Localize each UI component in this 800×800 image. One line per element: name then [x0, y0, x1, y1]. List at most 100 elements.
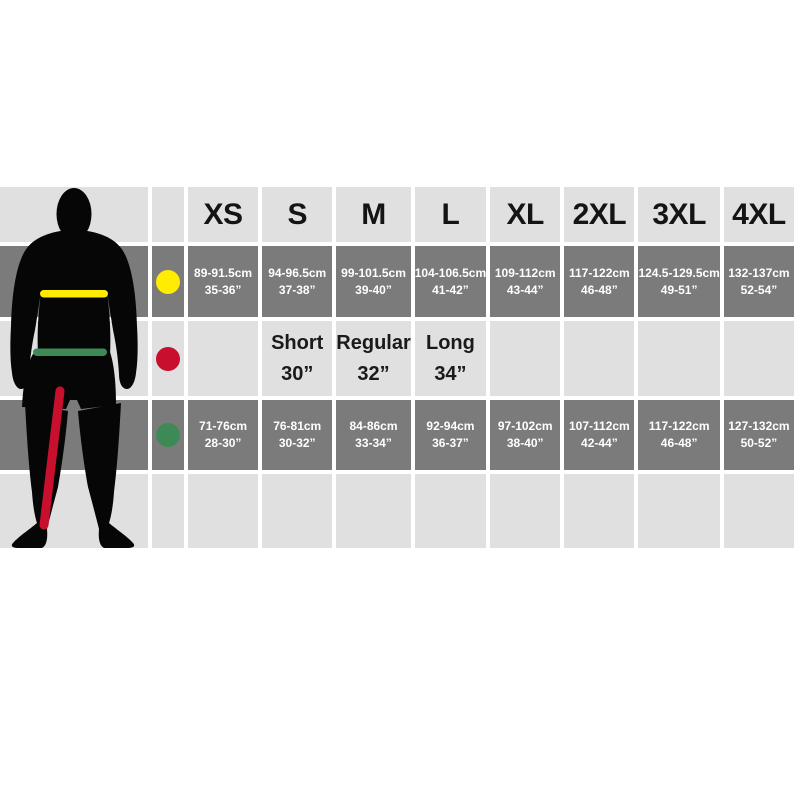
chest-value-line2: 39-40” — [355, 282, 392, 297]
waist-value-line2: 30-32” — [278, 436, 316, 450]
chest-value-line2: 35-36” — [204, 282, 242, 297]
column-header-label: L — [441, 197, 460, 231]
inside-leg-value-line1: Short — [271, 331, 324, 354]
column-header-label: 3XL — [652, 197, 706, 231]
yellow-dot — [156, 269, 180, 294]
empty-footer-cell-3xl — [638, 474, 720, 548]
waist-value-line2: 36-37” — [432, 436, 469, 450]
inside-leg-cell-3xl — [638, 321, 720, 396]
waist-cell-m: 84-86cm 33-34” — [336, 400, 411, 470]
chest-value-line1: 99-101.5cm — [341, 265, 406, 280]
column-header-s: S — [262, 187, 333, 242]
chest-value-line1: 104-106.5cm — [414, 265, 487, 280]
marker-column-cell-row3 — [152, 400, 184, 470]
waist-value-line1: 97-102cm — [497, 419, 553, 434]
empty-footer-cell-4xl — [723, 474, 794, 548]
waist-cell-xl: 97-102cm 38-40” — [490, 400, 561, 470]
chest-cell-xs: 89-91.5cm 35-36” — [188, 246, 259, 317]
column-header-label: XL — [506, 197, 545, 231]
chest-value-line2: 46-48” — [581, 282, 618, 297]
waist-cell-s: 76-81cm 30-32” — [262, 400, 333, 470]
waist-value-line2: 50-52” — [740, 436, 778, 450]
inside-leg-cell-m: Regular 32” — [336, 321, 411, 396]
chest-value-line1: 132-137cm — [728, 265, 790, 280]
male-figure-silhouette — [10, 188, 138, 548]
column-header-label: M — [361, 197, 386, 231]
marker-column-cell-row0 — [152, 187, 184, 242]
waist-value-line1: 107-112cm — [569, 419, 630, 434]
chest-cell-m: 99-101.5cm 39-40” — [336, 246, 411, 317]
empty-footer-cell-m — [336, 474, 411, 548]
empty-footer-cell-s — [262, 474, 333, 548]
waist-value-line1: 92-94cm — [426, 419, 475, 434]
chest-measure-line — [40, 290, 108, 298]
inside-leg-value-line2: 32” — [357, 362, 390, 385]
chest-value-line2: 43-44” — [506, 282, 544, 297]
figure-shorts — [22, 352, 116, 409]
chest-value-line1: 124.5-129.5cm — [638, 265, 720, 280]
marker-column-cell-row2 — [152, 321, 184, 396]
column-header-4xl: 4XL — [723, 187, 794, 242]
inside-leg-value-line2: 34” — [434, 362, 467, 385]
waist-value-line2: 42-44” — [581, 436, 618, 450]
chest-cell-xl: 109-112cm 43-44” — [490, 246, 561, 317]
waist-value-line2: 33-34” — [355, 436, 392, 450]
inside-leg-cell-s: Short 30” — [262, 321, 333, 396]
waist-value-line2: 46-48” — [660, 436, 698, 450]
column-header-label: 2XL — [572, 197, 627, 231]
column-header-xl: XL — [490, 187, 561, 242]
waist-value-line1: 117-122cm — [648, 419, 710, 434]
inside-leg-value-line1: Long — [426, 331, 475, 354]
chest-value-line1: 109-112cm — [494, 265, 556, 280]
column-header-label: XS — [203, 197, 244, 231]
chest-value-line2: 49-51” — [660, 282, 698, 297]
column-header-3xl: 3XL — [638, 187, 720, 242]
chest-cell-l: 104-106.5cm 41-42” — [414, 246, 487, 317]
inside-leg-value-line2: 30” — [281, 362, 314, 385]
figure-column-cell-row3 — [0, 400, 148, 470]
figure-right-leg — [78, 403, 135, 548]
column-header-label: S — [287, 197, 307, 231]
waist-value-line1: 84-86cm — [349, 419, 398, 434]
inside-leg-cell-xl — [490, 321, 561, 396]
inside-leg-cell-l: Long 34” — [414, 321, 487, 396]
waist-cell-2xl: 107-112cm 42-44” — [564, 400, 635, 470]
chest-cell-4xl: 132-137cm 52-54” — [723, 246, 794, 317]
chest-value-line1: 94-96.5cm — [268, 265, 327, 280]
waist-cell-l: 92-94cm 36-37” — [414, 400, 487, 470]
green-dot — [156, 423, 180, 447]
waist-value-line1: 76-81cm — [273, 419, 322, 434]
empty-footer-cell-xl — [490, 474, 561, 548]
column-header-label: 4XL — [732, 197, 786, 231]
column-header-l: L — [414, 187, 487, 242]
silhouette-body — [10, 188, 138, 548]
waist-value-line2: 38-40” — [506, 436, 544, 450]
column-header-m: M — [336, 187, 411, 242]
chest-cell-3xl: 124.5-129.5cm 49-51” — [638, 246, 720, 317]
chest-value-line2: 52-54” — [740, 282, 778, 297]
waist-value-line1: 127-132cm — [728, 419, 790, 434]
inside-leg-cell-4xl — [723, 321, 794, 396]
column-header-2xl: 2XL — [564, 187, 635, 242]
empty-footer-cell-xs — [188, 474, 259, 548]
marker-column-cell-row4 — [152, 474, 184, 548]
inside-leg-cell-2xl — [564, 321, 635, 396]
chest-cell-s: 94-96.5cm 37-38” — [262, 246, 333, 317]
chest-cell-2xl: 117-122cm 46-48” — [564, 246, 635, 317]
inside-leg-value-line1: Regular — [336, 331, 411, 354]
chest-value-line2: 41-42” — [432, 282, 469, 297]
waist-measure-line — [33, 348, 107, 356]
waist-value-line1: 71-76cm — [199, 419, 248, 434]
inside-leg-cell-xs — [188, 321, 259, 396]
waist-cell-xs: 71-76cm 28-30” — [188, 400, 259, 470]
empty-footer-cell-l — [414, 474, 487, 548]
column-header-xs: XS — [188, 187, 259, 242]
marker-column-cell-row1 — [152, 246, 184, 317]
waist-value-line2: 28-30” — [204, 436, 242, 450]
red-dot — [156, 346, 180, 371]
chest-value-line1: 117-122cm — [569, 265, 630, 280]
empty-footer-cell-2xl — [564, 474, 635, 548]
chest-value-line1: 89-91.5cm — [194, 265, 253, 280]
waist-cell-4xl: 127-132cm 50-52” — [723, 400, 794, 470]
